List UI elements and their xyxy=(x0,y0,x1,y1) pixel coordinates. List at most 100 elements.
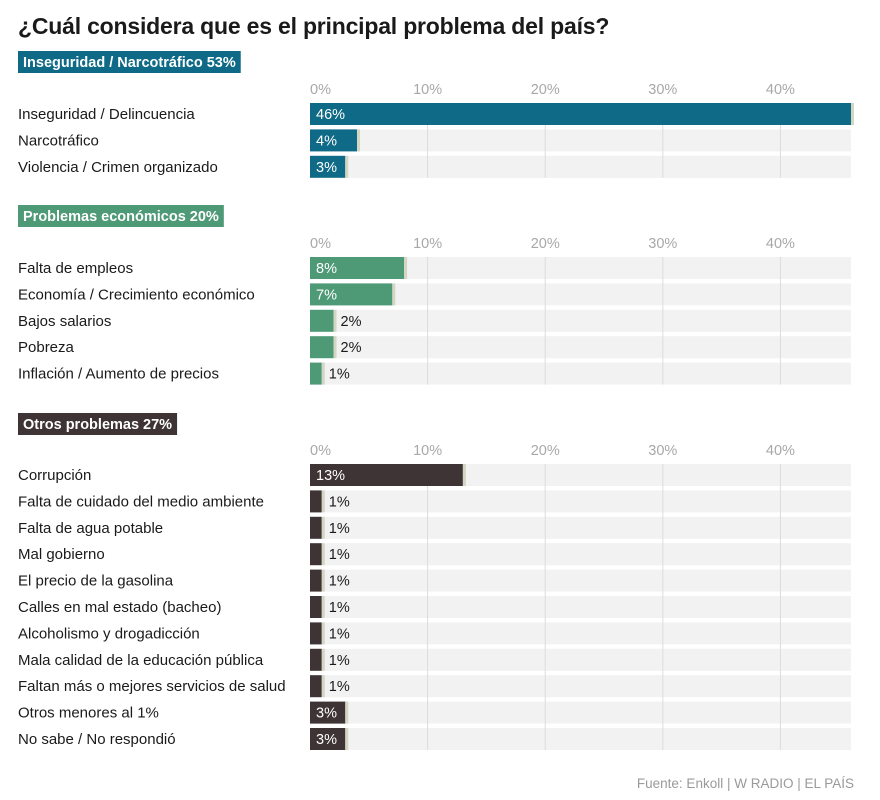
category-label: Faltan más o mejores servicios de salud xyxy=(18,678,286,695)
data-label: 7% xyxy=(316,287,337,303)
data-label: 1% xyxy=(329,494,350,510)
bar-track xyxy=(310,569,851,592)
bar-end-marker xyxy=(392,283,396,306)
bar-track xyxy=(310,283,851,306)
category-label: Calles en mal estado (bacheo) xyxy=(18,599,221,616)
bar xyxy=(310,309,334,332)
group-header-background xyxy=(18,51,241,73)
bar-end-marker xyxy=(321,516,325,539)
bar xyxy=(310,569,322,592)
bar xyxy=(310,596,322,618)
bar-end-marker xyxy=(321,675,325,698)
source-note: Fuente: Enkoll | W RADIO | EL PAÍS xyxy=(636,776,854,791)
bar-track xyxy=(310,701,851,724)
x-tick-label: 0% xyxy=(310,443,331,459)
category-label: No sabe / No respondió xyxy=(18,731,176,748)
category-label: Falta de empleos xyxy=(18,260,133,277)
x-tick-label: 20% xyxy=(531,443,560,459)
data-label: 13% xyxy=(316,468,345,484)
bar-end-marker xyxy=(321,622,325,645)
category-label: Otros menores al 1% xyxy=(18,705,159,722)
data-label: 1% xyxy=(329,547,350,563)
x-tick-label: 30% xyxy=(648,82,677,98)
x-tick-label: 20% xyxy=(531,82,560,98)
bar xyxy=(310,675,322,698)
data-label: 3% xyxy=(316,732,337,748)
bar-end-marker xyxy=(345,701,349,724)
group-header-background xyxy=(18,413,178,435)
data-label: 8% xyxy=(316,261,337,277)
category-label: Bajos salarios xyxy=(18,313,111,330)
bar-track xyxy=(310,648,851,671)
group-header-label: Problemas económicos 20% xyxy=(23,209,219,225)
bar-end-marker xyxy=(321,596,325,618)
bar xyxy=(310,622,322,645)
category-label: Inseguridad / Delincuencia xyxy=(18,106,195,123)
bar-track xyxy=(310,490,851,513)
category-label: Inflación / Aumento de precios xyxy=(18,366,219,383)
bar-end-marker xyxy=(321,648,325,671)
bar xyxy=(310,336,334,359)
x-tick-label: 20% xyxy=(531,236,560,252)
bar-track xyxy=(310,728,851,750)
category-label: Corrupción xyxy=(18,467,91,484)
bar-track xyxy=(310,543,851,566)
data-label: 1% xyxy=(329,626,350,642)
bar-track xyxy=(310,336,851,359)
bar xyxy=(310,516,322,539)
x-tick-label: 10% xyxy=(413,82,442,98)
category-label: Falta de agua potable xyxy=(18,520,163,537)
group-header-label: Inseguridad / Narcotráfico 53% xyxy=(23,55,236,71)
x-tick-label: 0% xyxy=(310,82,331,98)
bar xyxy=(310,490,322,513)
bar-track xyxy=(310,129,851,152)
bar-end-marker xyxy=(321,490,325,513)
bar-track xyxy=(310,622,851,645)
bar xyxy=(310,701,346,724)
data-label: 3% xyxy=(316,160,337,176)
data-label: 1% xyxy=(329,574,350,590)
chart-title: ¿Cuál considera que es el principal prob… xyxy=(18,13,610,39)
bar xyxy=(310,728,346,750)
category-label: Economía / Crecimiento económico xyxy=(18,286,255,303)
data-label: 1% xyxy=(329,521,350,537)
bar-end-marker xyxy=(333,336,337,359)
bar-end-marker xyxy=(357,129,361,152)
category-label: Alcoholismo y drogadicción xyxy=(18,625,200,642)
data-label: 2% xyxy=(341,340,362,356)
bar xyxy=(310,362,322,385)
data-label: 4% xyxy=(316,133,337,149)
category-label: Falta de cuidado del medio ambiente xyxy=(18,493,264,510)
bar xyxy=(310,648,322,671)
data-label: 1% xyxy=(329,653,350,669)
x-tick-label: 40% xyxy=(766,236,795,252)
bar xyxy=(310,283,393,306)
bar-track xyxy=(310,257,851,279)
bar-track xyxy=(310,362,851,385)
bar-end-marker xyxy=(321,543,325,566)
x-tick-label: 30% xyxy=(648,443,677,459)
bar-track xyxy=(310,309,851,332)
bar-track xyxy=(310,596,851,618)
bar-end-marker xyxy=(404,257,408,279)
bar-end-marker xyxy=(321,569,325,592)
x-tick-label: 0% xyxy=(310,236,331,252)
x-tick-label: 40% xyxy=(766,443,795,459)
category-label: Violencia / Crimen organizado xyxy=(18,159,218,176)
data-label: 1% xyxy=(329,367,350,383)
x-tick-label: 40% xyxy=(766,82,795,98)
data-label: 1% xyxy=(329,600,350,616)
category-label: El precio de la gasolina xyxy=(18,573,174,590)
bar xyxy=(310,543,322,566)
data-label: 1% xyxy=(329,679,350,695)
x-tick-label: 30% xyxy=(648,236,677,252)
x-tick-label: 10% xyxy=(413,443,442,459)
data-label: 3% xyxy=(316,706,337,722)
bar xyxy=(310,464,463,486)
group-header-label: Otros problemas 27% xyxy=(23,417,172,433)
bar-chart: Inseguridad / Narcotráfico 53% 0% 10% 20% 30… xyxy=(18,51,854,750)
bar-end-marker xyxy=(851,103,854,125)
bar xyxy=(310,129,358,152)
bar-end-marker xyxy=(345,155,349,178)
data-label: 46% xyxy=(316,107,345,123)
